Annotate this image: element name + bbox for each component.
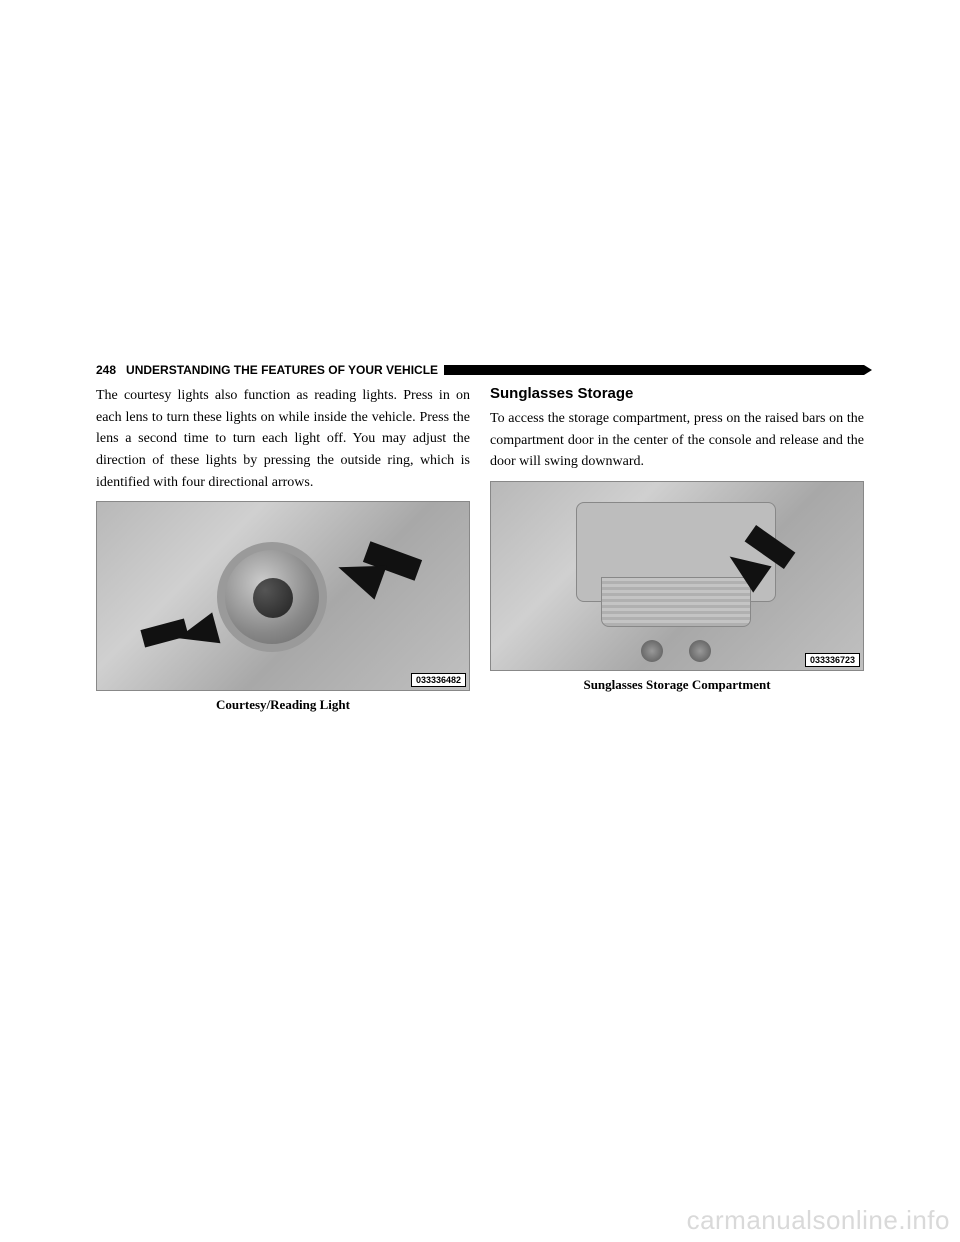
figure-sunglasses-storage: 033336723 Sunglasses Storage Compartment [490,481,864,693]
figure-caption: Sunglasses Storage Compartment [490,677,864,693]
figure-image: 033336482 [96,501,470,691]
light-lens-icon [689,640,711,662]
body-paragraph: The courtesy lights also function as rea… [96,385,470,493]
page-content: 248 UNDERSTANDING THE FEATURES OF YOUR V… [96,363,864,713]
light-lens-icon [641,640,663,662]
image-id-label: 033336482 [411,673,466,687]
light-ring-icon [217,542,327,652]
two-column-layout: The courtesy lights also function as rea… [96,385,864,713]
right-column: Sunglasses Storage To access the storage… [490,385,864,713]
page-number: 248 [96,363,116,377]
compartment-door-icon [601,577,751,627]
figure-image: 033336723 [490,481,864,671]
watermark: carmanualsonline.info [687,1205,950,1236]
figure-courtesy-light: 033336482 Courtesy/Reading Light [96,501,470,713]
section-heading: Sunglasses Storage [490,385,864,402]
page-header: 248 UNDERSTANDING THE FEATURES OF YOUR V… [96,363,864,377]
image-id-label: 033336723 [805,653,860,667]
body-paragraph: To access the storage compartment, press… [490,408,864,473]
header-title: UNDERSTANDING THE FEATURES OF YOUR VEHIC… [126,363,438,377]
left-column: The courtesy lights also function as rea… [96,385,470,713]
figure-caption: Courtesy/Reading Light [96,697,470,713]
header-rule-icon [444,365,864,375]
light-lens-icon [253,578,293,618]
